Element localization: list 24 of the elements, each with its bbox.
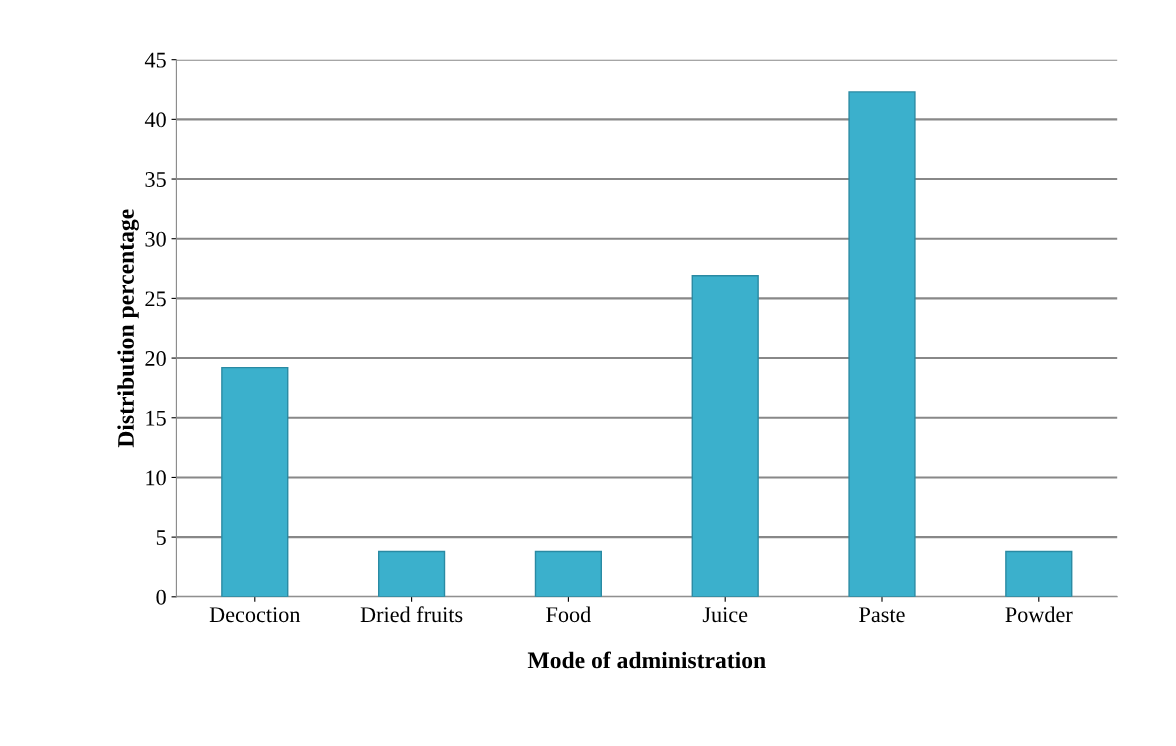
x-tick-label: Paste	[859, 607, 905, 623]
y-tick-label: 30	[145, 231, 166, 247]
x-axis-title: Mode of administration	[527, 651, 766, 669]
bar	[377, 550, 446, 597]
bar	[1005, 550, 1073, 597]
y-tick-label: 15	[146, 410, 166, 426]
y-tick-label: 25	[145, 291, 166, 307]
bar	[534, 550, 603, 597]
y-tick-label: 10	[146, 470, 166, 486]
y-axis-title: Distribution percentage	[117, 209, 139, 448]
x-tick-label: Dried fruits	[360, 606, 463, 623]
y-tick-label: 0	[156, 589, 166, 605]
x-tick-label: Powder	[1005, 606, 1073, 623]
y-tick-label: 35	[145, 172, 166, 187]
bar	[691, 275, 759, 597]
bar	[848, 91, 916, 597]
x-tick-label: Decoction	[209, 607, 301, 623]
y-tick-label: 40	[144, 112, 166, 128]
bar	[221, 366, 289, 597]
x-tick-label: Food	[546, 606, 591, 623]
x-tick-label: Juice	[702, 607, 748, 623]
y-tick-label: 20	[145, 351, 166, 367]
y-tick-label: 5	[156, 530, 166, 546]
y-tick-label: 45	[144, 52, 166, 68]
